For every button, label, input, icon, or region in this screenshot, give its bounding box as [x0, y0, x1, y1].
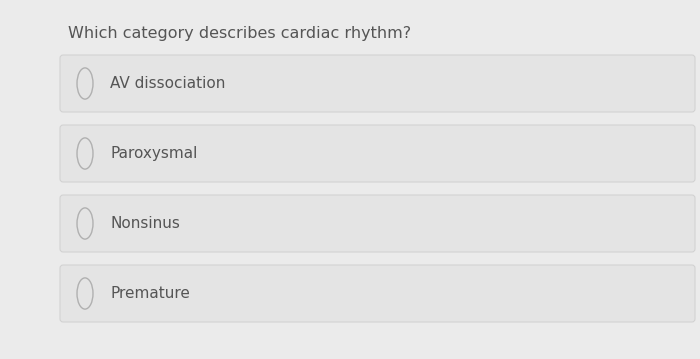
Text: Paroxysmal: Paroxysmal: [110, 146, 197, 161]
FancyBboxPatch shape: [60, 265, 695, 322]
FancyBboxPatch shape: [60, 195, 695, 252]
Text: Nonsinus: Nonsinus: [110, 216, 180, 231]
Text: Which category describes cardiac rhythm?: Which category describes cardiac rhythm?: [68, 26, 411, 41]
FancyBboxPatch shape: [60, 125, 695, 182]
Text: AV dissociation: AV dissociation: [110, 76, 225, 91]
Text: Premature: Premature: [110, 286, 190, 301]
FancyBboxPatch shape: [60, 55, 695, 112]
